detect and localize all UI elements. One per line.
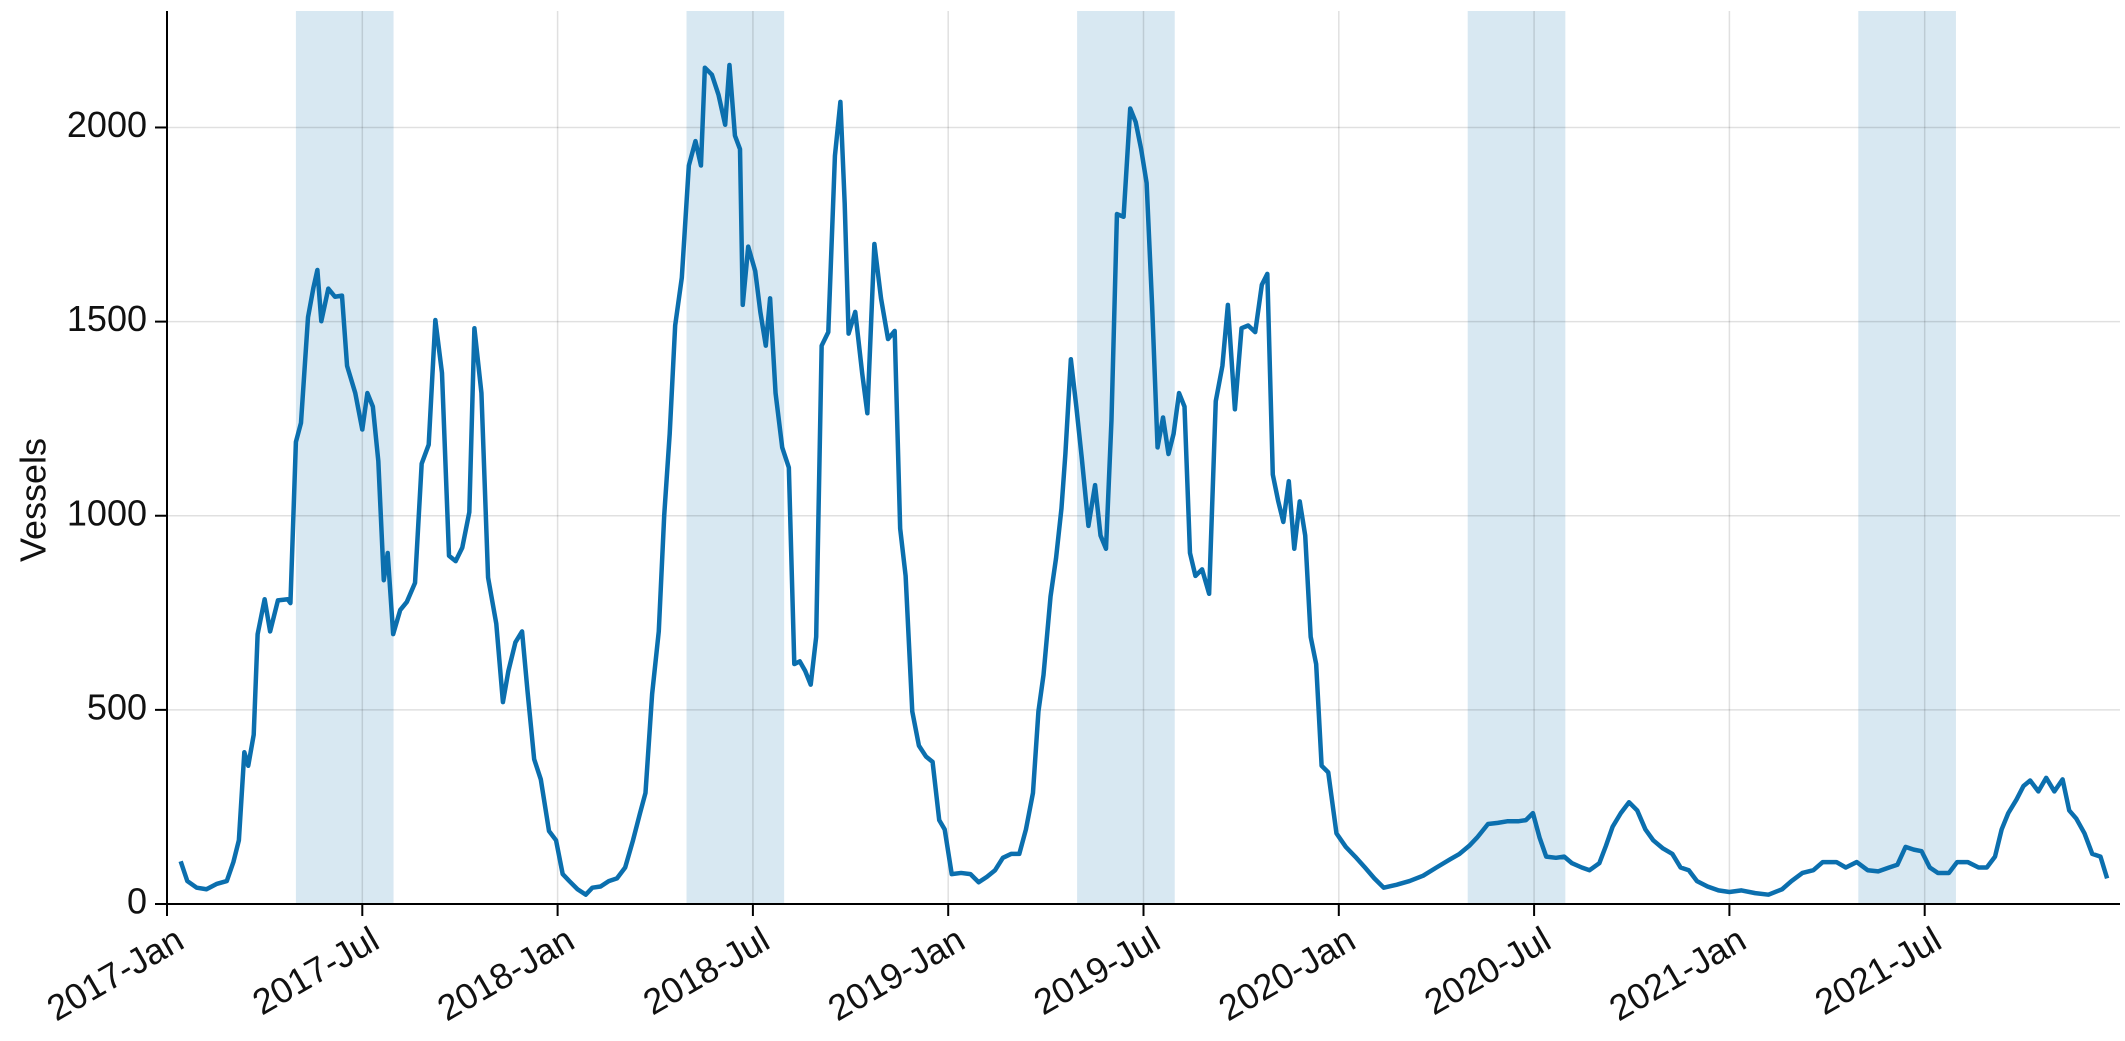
shaded-span: [1467, 11, 1566, 904]
x-tick-label: 2019-Jan: [821, 918, 972, 1029]
x-tick-label: 2019-Jul: [1027, 918, 1167, 1023]
y-axis-label: Vessels: [13, 438, 54, 562]
x-tick-label: 2021-Jan: [1602, 918, 1753, 1029]
y-tick-label: 500: [87, 686, 147, 727]
x-tick-label: 2018-Jul: [636, 918, 776, 1023]
x-tick-label: 2017-Jan: [40, 918, 191, 1029]
x-tick-label: 2017-Jul: [245, 918, 385, 1023]
x-tick-label: 2020-Jul: [1417, 918, 1557, 1023]
y-tick-label: 1000: [67, 492, 147, 533]
x-tick-label: 2021-Jul: [1808, 918, 1948, 1023]
shaded-span: [1858, 11, 1956, 904]
data-line: [178, 62, 2110, 897]
x-tick-label: 2020-Jan: [1211, 918, 1362, 1029]
x-tick-label: 2018-Jan: [430, 918, 581, 1029]
y-tick-label: 2000: [67, 104, 147, 145]
y-tick-label: 1500: [67, 298, 147, 339]
y-tick-label: 0: [127, 881, 147, 922]
